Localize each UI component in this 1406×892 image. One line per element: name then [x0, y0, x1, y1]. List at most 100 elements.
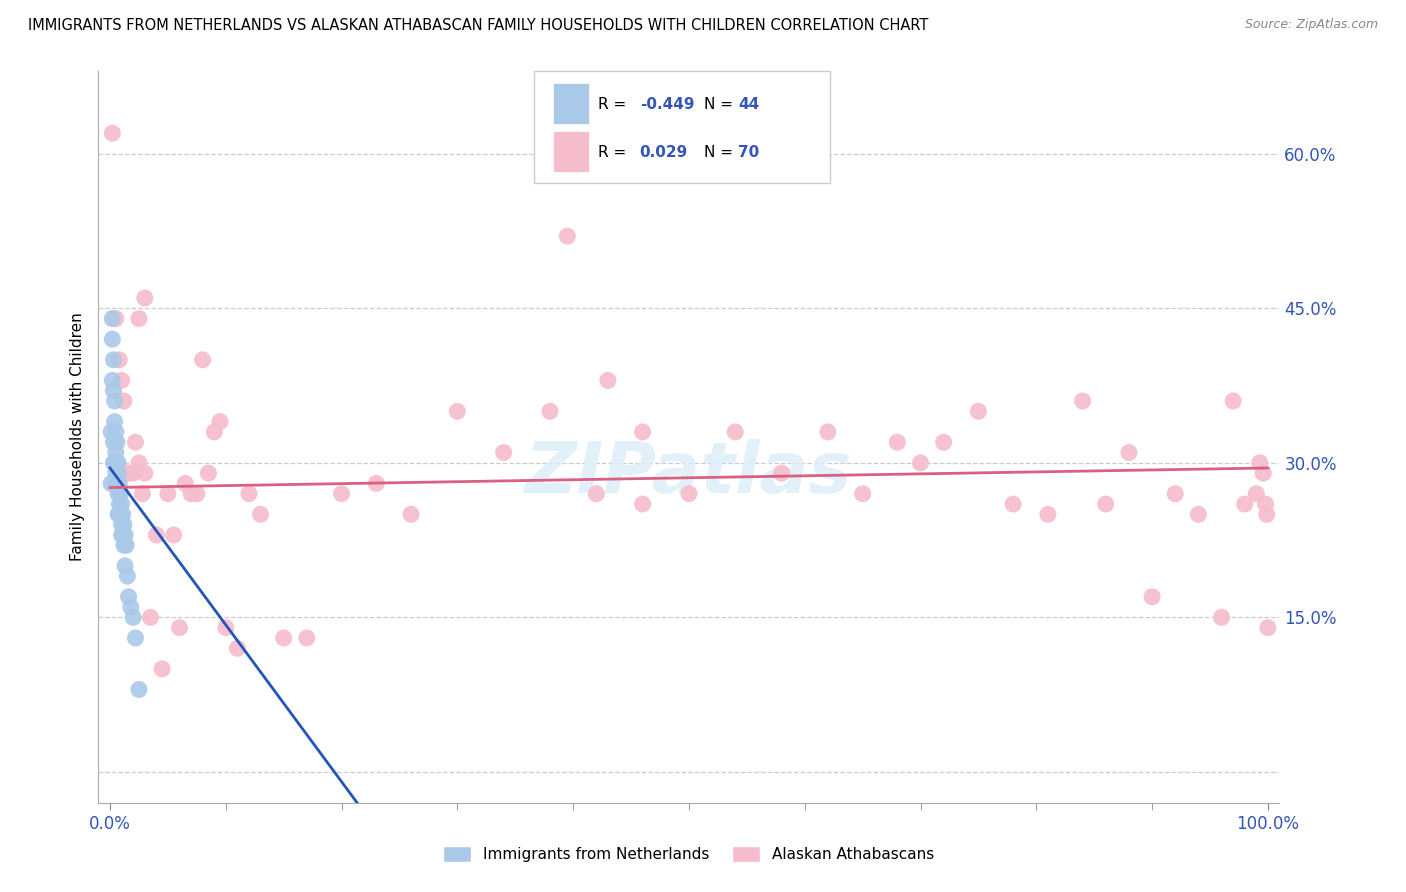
Point: [817, 425, 839, 439]
Point: [107, 508, 129, 522]
Point: [1118, 445, 1140, 459]
Point: [1249, 456, 1271, 470]
Point: [110, 373, 132, 387]
Point: [103, 435, 125, 450]
Point: [104, 415, 127, 429]
Point: [631, 425, 654, 439]
Point: [104, 394, 127, 409]
Point: [108, 497, 131, 511]
Point: [101, 126, 124, 140]
Point: [678, 487, 700, 501]
Point: [117, 569, 139, 583]
Y-axis label: Family Households with Children: Family Households with Children: [69, 313, 84, 561]
Point: [557, 229, 579, 244]
Point: [108, 508, 131, 522]
Point: [124, 631, 146, 645]
Point: [1094, 497, 1116, 511]
Point: [163, 528, 186, 542]
Point: [114, 528, 136, 542]
Point: [134, 291, 156, 305]
Point: [128, 311, 150, 326]
Point: [110, 508, 132, 522]
Point: [226, 641, 249, 656]
Point: [180, 487, 202, 501]
Point: [967, 404, 990, 418]
Point: [131, 487, 153, 501]
Legend: Immigrants from Netherlands, Alaskan Athabascans: Immigrants from Netherlands, Alaskan Ath…: [437, 840, 941, 868]
Point: [596, 373, 619, 387]
Text: N =: N =: [704, 97, 738, 112]
Point: [104, 311, 127, 326]
Point: [104, 425, 127, 439]
Point: [446, 404, 468, 418]
Point: [107, 456, 129, 470]
Point: [111, 508, 134, 522]
Point: [117, 590, 139, 604]
Point: [114, 558, 136, 573]
Point: [111, 528, 134, 542]
Text: 0.029: 0.029: [640, 145, 688, 161]
Point: [1164, 487, 1187, 501]
Point: [1254, 497, 1277, 511]
Point: [105, 456, 128, 470]
Point: [128, 456, 150, 470]
Text: 70: 70: [738, 145, 759, 161]
Text: N =: N =: [704, 145, 738, 161]
Point: [249, 508, 271, 522]
Point: [538, 404, 561, 418]
Point: [120, 600, 142, 615]
Text: R =: R =: [598, 97, 631, 112]
Point: [852, 487, 875, 501]
Point: [122, 610, 145, 624]
Point: [1246, 487, 1268, 501]
Point: [150, 662, 173, 676]
Point: [122, 466, 145, 480]
Point: [139, 610, 162, 624]
Point: [110, 497, 132, 511]
Point: [585, 487, 607, 501]
Point: [215, 621, 238, 635]
Point: [108, 352, 131, 367]
Point: [115, 538, 138, 552]
Point: [100, 425, 122, 439]
Point: [492, 445, 515, 459]
Point: [1251, 466, 1274, 480]
Point: [399, 508, 422, 522]
Point: [101, 373, 124, 387]
Point: [104, 476, 127, 491]
Point: [134, 466, 156, 480]
Point: [1257, 621, 1279, 635]
Point: [1256, 508, 1278, 522]
Point: [1071, 394, 1094, 409]
Text: -0.449: -0.449: [640, 97, 695, 112]
Point: [1233, 497, 1256, 511]
Point: [238, 487, 260, 501]
Point: [103, 456, 125, 470]
Point: [1222, 394, 1244, 409]
Point: [631, 497, 654, 511]
Point: [105, 435, 128, 450]
Point: [101, 311, 124, 326]
Point: [112, 517, 135, 532]
Point: [273, 631, 295, 645]
Point: [724, 425, 747, 439]
Point: [886, 435, 908, 450]
Point: [105, 476, 128, 491]
Point: [117, 466, 139, 480]
Point: [1187, 508, 1209, 522]
Point: [100, 476, 122, 491]
Point: [145, 528, 167, 542]
Point: [1002, 497, 1025, 511]
Point: [110, 487, 132, 501]
Point: [191, 352, 214, 367]
Point: [197, 466, 219, 480]
Point: [120, 466, 142, 480]
Point: [156, 487, 179, 501]
Text: 44: 44: [738, 97, 759, 112]
Point: [112, 394, 135, 409]
Text: IMMIGRANTS FROM NETHERLANDS VS ALASKAN ATHABASCAN FAMILY HOUSEHOLDS WITH CHILDRE: IMMIGRANTS FROM NETHERLANDS VS ALASKAN A…: [28, 18, 928, 33]
Point: [330, 487, 353, 501]
Point: [770, 466, 793, 480]
Text: Source: ZipAtlas.com: Source: ZipAtlas.com: [1244, 18, 1378, 31]
Point: [110, 528, 132, 542]
